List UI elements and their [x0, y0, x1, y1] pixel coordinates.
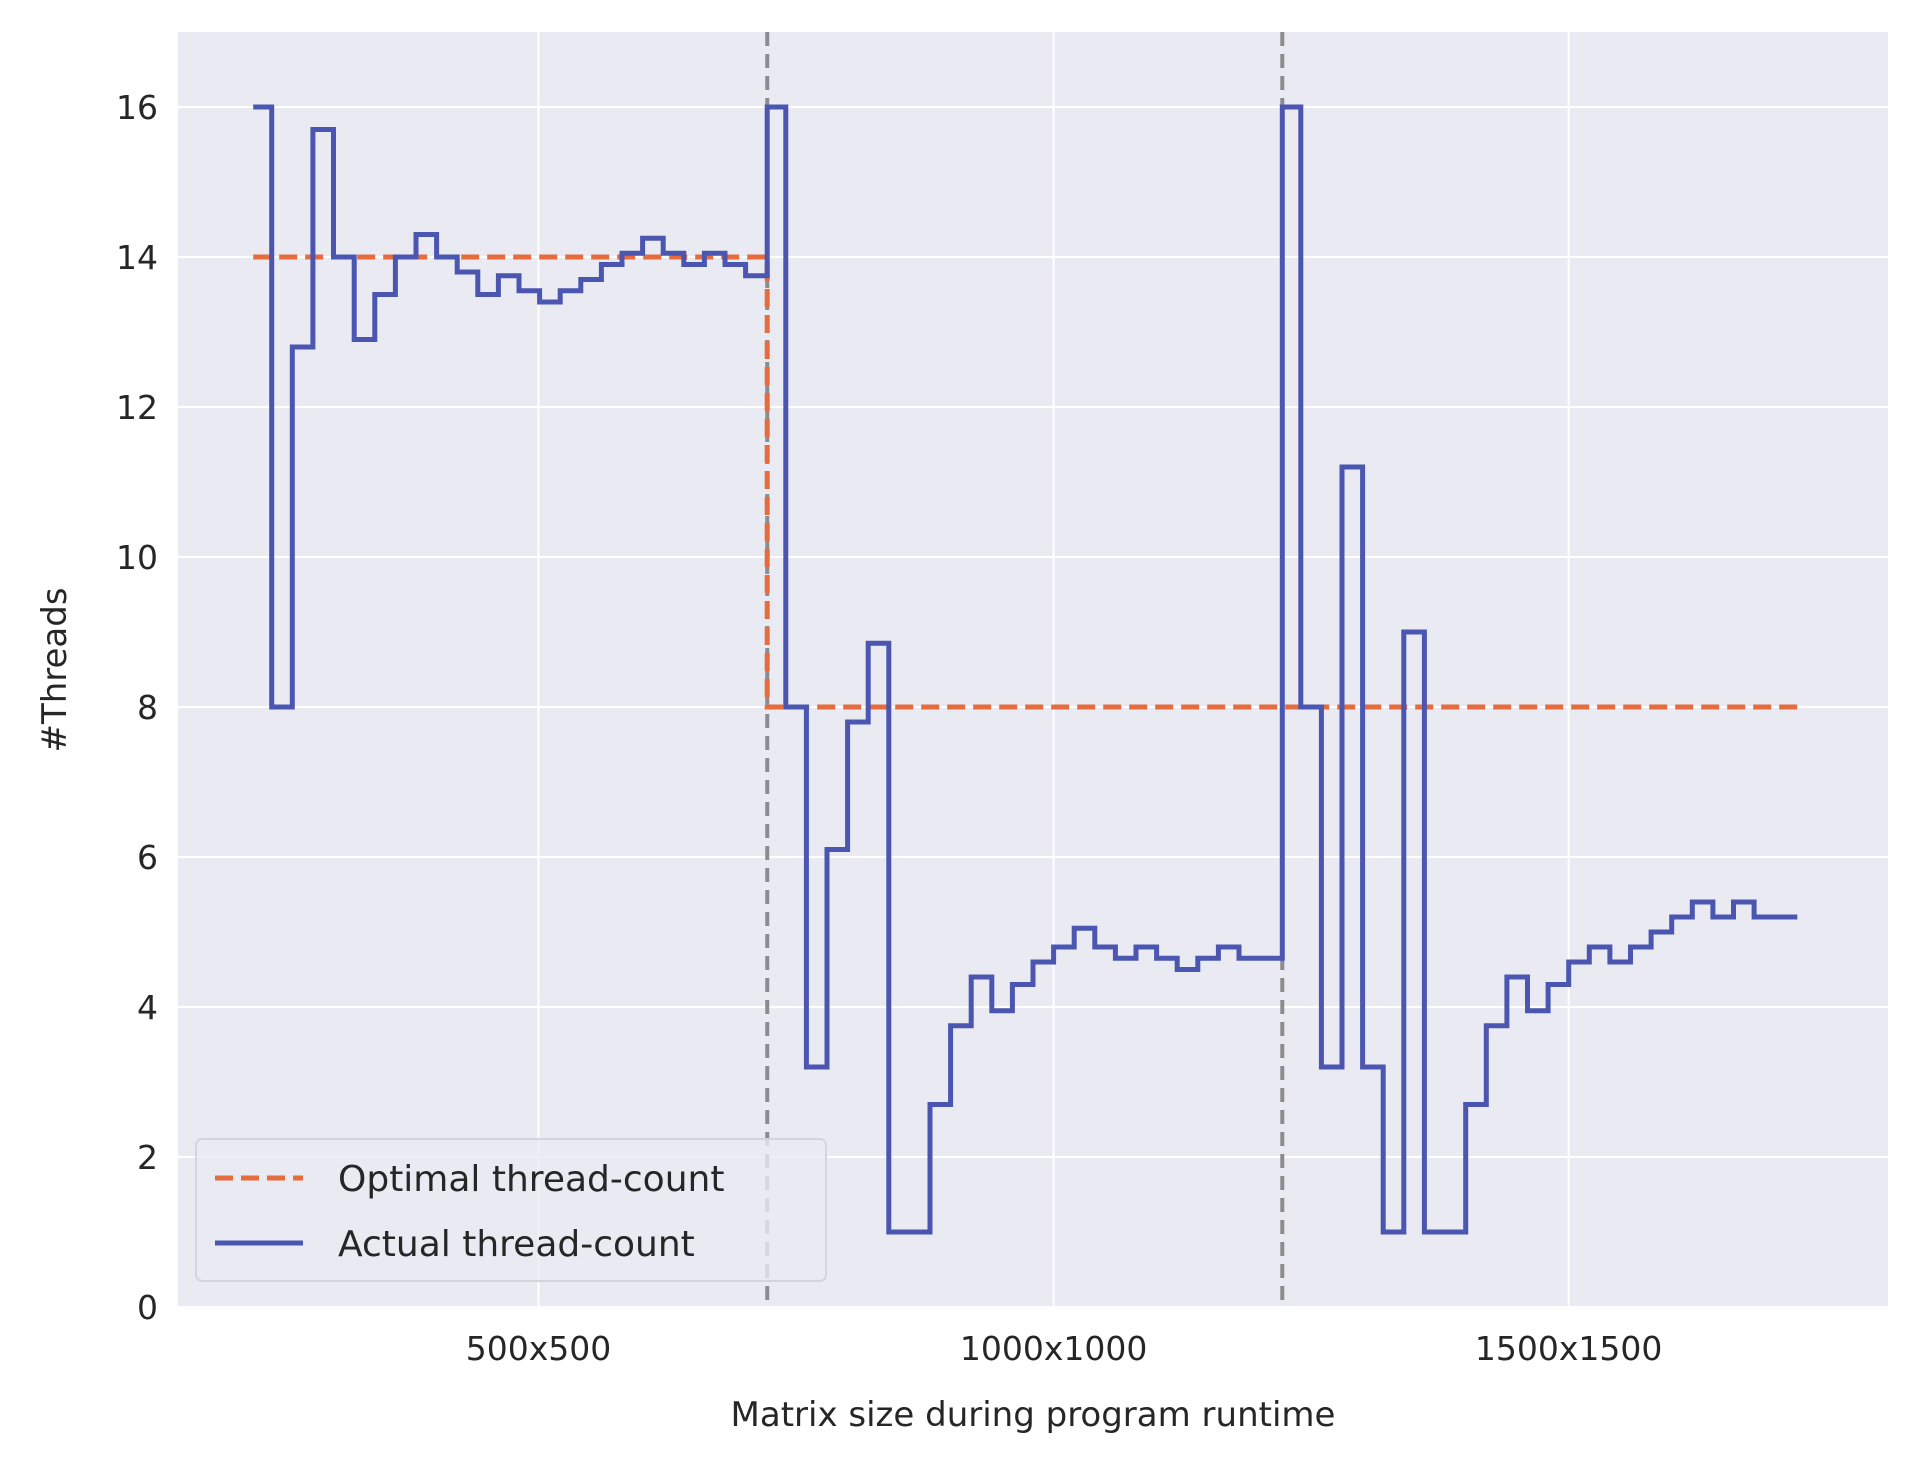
legend: Optimal thread-count Actual thread-count	[195, 1138, 827, 1282]
optimal-thread-count-line	[253, 254, 1798, 710]
y-tick-label-3: 6	[137, 838, 158, 877]
x-tick-labels: 500x500 1000x1000 1500x1500	[466, 1329, 1663, 1368]
x-tick-label-2: 1500x1500	[1475, 1329, 1663, 1368]
x-axis-label: Matrix size during program runtime	[731, 1395, 1336, 1435]
y-tick-label-2: 4	[137, 988, 158, 1027]
y-axis-label: #Threads	[35, 587, 75, 752]
legend-label-optimal: Optimal thread-count	[338, 1159, 724, 1200]
actual-thread-count-line	[253, 104, 1798, 1235]
series-layer	[253, 104, 1798, 1235]
y-tick-label-7: 14	[116, 238, 158, 277]
y-tick-label-4: 8	[137, 688, 158, 727]
x-tick-label-0: 500x500	[466, 1329, 612, 1368]
y-tick-label-1: 2	[137, 1138, 158, 1177]
y-tick-label-0: 0	[137, 1288, 158, 1327]
legend-label-actual: Actual thread-count	[338, 1224, 695, 1265]
phase-boundary-lines	[765, 32, 1285, 1307]
y-tick-label-6: 12	[116, 388, 158, 427]
legend-box	[195, 1138, 827, 1282]
y-tick-label-5: 10	[116, 538, 158, 577]
y-tick-labels: 0 2 4 6 8 10 12 14 16	[116, 88, 158, 1327]
plot-background	[178, 32, 1888, 1307]
y-tick-label-8: 16	[116, 88, 158, 127]
x-tick-label-1: 1000x1000	[960, 1329, 1148, 1368]
